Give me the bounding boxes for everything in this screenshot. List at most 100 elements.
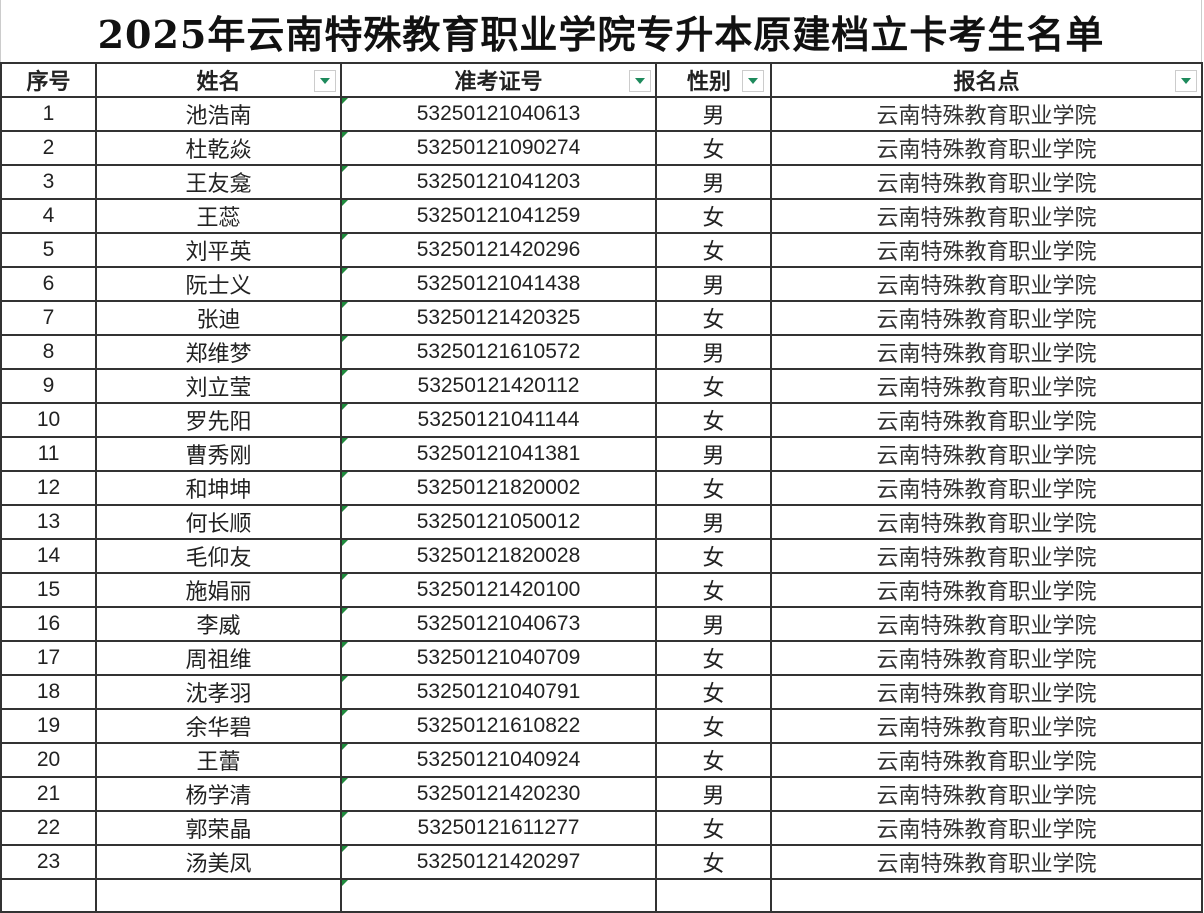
row-gender[interactable]: 男 [655,96,772,132]
row-gender[interactable]: 女 [655,708,772,744]
row-exam-id[interactable]: 53250121610572 [340,334,657,370]
row-seq[interactable]: 2 [0,130,97,166]
row-exam-id[interactable]: 53250121420325 [340,300,657,336]
row-name[interactable]: 王蕾 [95,742,342,778]
row-gender[interactable] [655,878,772,913]
row-seq[interactable]: 18 [0,674,97,710]
row-site[interactable]: 云南特殊教育职业学院 [770,368,1203,404]
row-gender[interactable]: 男 [655,436,772,472]
row-name[interactable] [95,878,342,913]
row-exam-id[interactable]: 53250121040924 [340,742,657,778]
row-seq[interactable]: 9 [0,368,97,404]
row-seq[interactable]: 3 [0,164,97,200]
row-gender[interactable]: 男 [655,504,772,540]
row-exam-id[interactable]: 53250121050012 [340,504,657,540]
row-gender[interactable]: 女 [655,470,772,506]
row-name[interactable]: 杨学清 [95,776,342,812]
row-name[interactable]: 毛仰友 [95,538,342,574]
row-seq[interactable]: 7 [0,300,97,336]
row-gender[interactable]: 女 [655,640,772,676]
row-site[interactable]: 云南特殊教育职业学院 [770,436,1203,472]
row-exam-id[interactable]: 53250121420296 [340,232,657,268]
row-name[interactable]: 和坤坤 [95,470,342,506]
row-exam-id[interactable]: 53250121420112 [340,368,657,404]
row-exam-id[interactable]: 53250121041144 [340,402,657,438]
row-seq[interactable]: 17 [0,640,97,676]
row-name[interactable]: 杜乾焱 [95,130,342,166]
row-seq[interactable]: 1 [0,96,97,132]
row-exam-id[interactable]: 53250121610822 [340,708,657,744]
row-gender[interactable]: 女 [655,300,772,336]
row-site[interactable]: 云南特殊教育职业学院 [770,198,1203,234]
row-name[interactable]: 曹秀刚 [95,436,342,472]
row-seq[interactable]: 10 [0,402,97,438]
row-site[interactable]: 云南特殊教育职业学院 [770,742,1203,778]
row-gender[interactable]: 女 [655,130,772,166]
row-exam-id[interactable]: 53250121041259 [340,198,657,234]
row-exam-id[interactable]: 53250121041381 [340,436,657,472]
filter-dropdown-icon[interactable] [314,70,336,92]
row-exam-id[interactable]: 53250121420297 [340,844,657,880]
row-exam-id[interactable]: 53250121090274 [340,130,657,166]
row-name[interactable]: 何长顺 [95,504,342,540]
row-site[interactable]: 云南特殊教育职业学院 [770,810,1203,846]
row-site[interactable]: 云南特殊教育职业学院 [770,708,1203,744]
filter-dropdown-icon[interactable] [1175,70,1197,92]
row-site[interactable]: 云南特殊教育职业学院 [770,640,1203,676]
row-site[interactable]: 云南特殊教育职业学院 [770,538,1203,574]
row-gender[interactable]: 女 [655,742,772,778]
row-name[interactable]: 阮士义 [95,266,342,302]
row-name[interactable]: 郑维梦 [95,334,342,370]
row-site[interactable]: 云南特殊教育职业学院 [770,674,1203,710]
row-site[interactable] [770,878,1203,913]
row-exam-id[interactable]: 53250121041438 [340,266,657,302]
row-site[interactable]: 云南特殊教育职业学院 [770,844,1203,880]
row-site[interactable]: 云南特殊教育职业学院 [770,130,1203,166]
row-seq[interactable]: 23 [0,844,97,880]
row-seq[interactable]: 13 [0,504,97,540]
row-site[interactable]: 云南特殊教育职业学院 [770,96,1203,132]
row-gender[interactable]: 女 [655,198,772,234]
row-seq[interactable]: 21 [0,776,97,812]
row-seq[interactable] [0,878,97,913]
row-site[interactable]: 云南特殊教育职业学院 [770,266,1203,302]
row-exam-id[interactable]: 53250121420100 [340,572,657,608]
row-exam-id[interactable] [340,878,657,913]
row-seq[interactable]: 15 [0,572,97,608]
row-seq[interactable]: 6 [0,266,97,302]
row-seq[interactable]: 11 [0,436,97,472]
row-name[interactable]: 罗先阳 [95,402,342,438]
row-seq[interactable]: 22 [0,810,97,846]
row-exam-id[interactable]: 53250121820028 [340,538,657,574]
row-seq[interactable]: 14 [0,538,97,574]
row-seq[interactable]: 5 [0,232,97,268]
row-gender[interactable]: 女 [655,232,772,268]
row-gender[interactable]: 女 [655,844,772,880]
filter-dropdown-icon[interactable] [629,70,651,92]
row-seq[interactable]: 12 [0,470,97,506]
row-site[interactable]: 云南特殊教育职业学院 [770,504,1203,540]
row-name[interactable]: 张迪 [95,300,342,336]
row-exam-id[interactable]: 53250121040709 [340,640,657,676]
row-gender[interactable]: 男 [655,334,772,370]
row-name[interactable]: 刘立莹 [95,368,342,404]
row-name[interactable]: 余华碧 [95,708,342,744]
row-exam-id[interactable]: 53250121040613 [340,96,657,132]
row-name[interactable]: 沈孝羽 [95,674,342,710]
row-seq[interactable]: 19 [0,708,97,744]
row-gender[interactable]: 女 [655,538,772,574]
row-site[interactable]: 云南特殊教育职业学院 [770,334,1203,370]
row-name[interactable]: 池浩南 [95,96,342,132]
row-seq[interactable]: 4 [0,198,97,234]
row-site[interactable]: 云南特殊教育职业学院 [770,776,1203,812]
row-exam-id[interactable]: 53250121040673 [340,606,657,642]
row-exam-id[interactable]: 53250121820002 [340,470,657,506]
row-name[interactable]: 周祖维 [95,640,342,676]
row-exam-id[interactable]: 53250121611277 [340,810,657,846]
row-gender[interactable]: 男 [655,164,772,200]
row-site[interactable]: 云南特殊教育职业学院 [770,606,1203,642]
row-gender[interactable]: 女 [655,368,772,404]
row-name[interactable]: 李威 [95,606,342,642]
row-gender[interactable]: 女 [655,402,772,438]
row-seq[interactable]: 20 [0,742,97,778]
